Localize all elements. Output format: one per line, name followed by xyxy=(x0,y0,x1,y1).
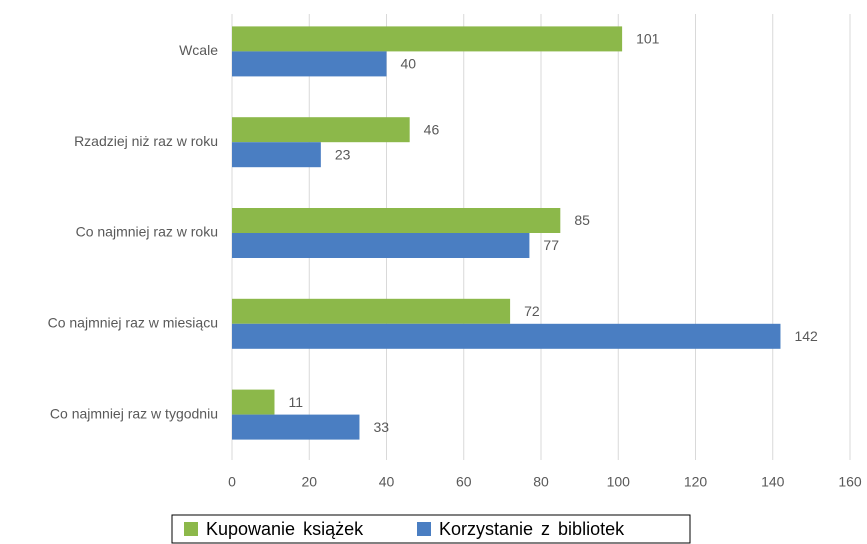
legend-label: Kupowanie książek xyxy=(206,519,364,539)
bar xyxy=(232,208,561,233)
data-label: 40 xyxy=(401,56,417,72)
legend-swatch xyxy=(417,522,431,536)
x-tick-label: 120 xyxy=(684,474,708,490)
bar xyxy=(232,323,781,349)
x-tick-label: 160 xyxy=(838,474,862,490)
data-label: 46 xyxy=(424,121,440,137)
data-label: 33 xyxy=(373,419,389,435)
data-label: 77 xyxy=(543,237,559,253)
y-tick-label: Rzadziej niż raz w roku xyxy=(74,133,218,149)
data-label: 142 xyxy=(794,328,818,344)
data-label: 23 xyxy=(335,146,351,162)
legend-label: Korzystanie z bibliotek xyxy=(439,519,625,539)
x-tick-label: 140 xyxy=(761,474,785,490)
data-label: 72 xyxy=(524,303,540,319)
x-tick-label: 0 xyxy=(228,474,236,490)
bar xyxy=(232,117,410,143)
y-tick-label: Co najmniej raz w miesiącu xyxy=(48,315,218,331)
x-tick-label: 20 xyxy=(301,474,317,490)
legend-swatch xyxy=(184,522,198,536)
x-tick-label: 100 xyxy=(607,474,631,490)
bar xyxy=(232,51,387,77)
y-tick-label: Co najmniej raz w roku xyxy=(76,224,218,240)
data-label: 85 xyxy=(574,212,590,228)
bar xyxy=(232,414,360,440)
bar xyxy=(232,298,511,324)
bar xyxy=(232,233,530,258)
legend-box xyxy=(171,514,691,544)
bar xyxy=(232,389,275,415)
data-label: 101 xyxy=(636,31,660,47)
y-tick-label: Wcale xyxy=(179,42,218,58)
x-tick-label: 80 xyxy=(533,474,549,490)
data-label: 11 xyxy=(288,394,303,410)
bar xyxy=(232,26,623,52)
x-tick-label: 40 xyxy=(379,474,395,490)
x-tick-label: 60 xyxy=(456,474,472,490)
bar xyxy=(232,142,321,168)
y-tick-label: Co najmniej raz w tygodniu xyxy=(50,405,218,421)
